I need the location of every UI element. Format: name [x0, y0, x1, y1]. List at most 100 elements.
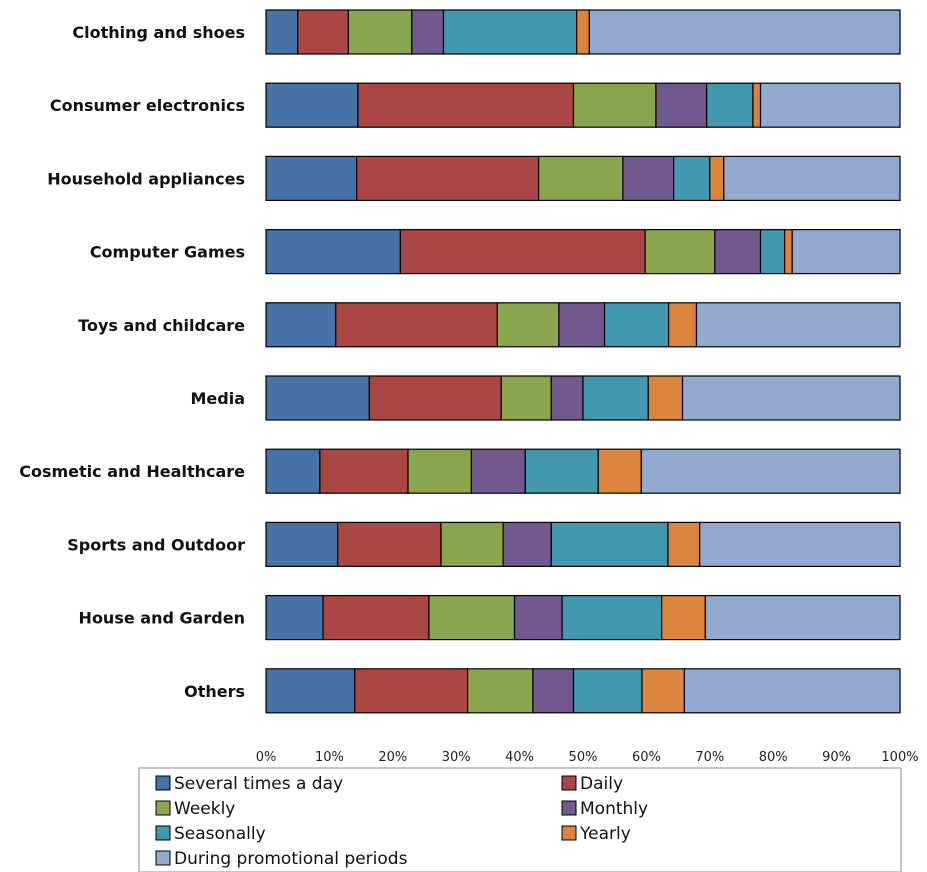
- bar-segment-cosmetic-and-healthcare-daily: [319, 448, 409, 494]
- bar-segment-clothing-and-shoes-monthly: [411, 9, 445, 55]
- bar-segment-cosmetic-and-healthcare-during-promotional-periods: [640, 448, 901, 494]
- bar-segment-media-several-times-a-day: [265, 375, 370, 421]
- x-tick-label: 0%: [256, 750, 277, 765]
- x-tick-label: 70%: [695, 750, 724, 765]
- x-tick-label: 20%: [378, 750, 407, 765]
- bar-segment-clothing-and-shoes-seasonally: [442, 9, 578, 55]
- bar-segment-house-and-garden-weekly: [428, 594, 516, 641]
- category-label-toys-and-childcare: Toys and childcare: [78, 316, 245, 335]
- bar-segment-others-during-promotional-periods: [683, 668, 901, 714]
- bar-segment-cosmetic-and-healthcare-monthly: [470, 448, 526, 494]
- bar-segment-toys-and-childcare-during-promotional-periods: [695, 302, 901, 348]
- category-label-computer-games: Computer Games: [90, 243, 245, 262]
- bar-segment-sports-and-outdoor-seasonally: [550, 521, 669, 568]
- bar-segment-toys-and-childcare-seasonally: [603, 302, 670, 348]
- legend-frame: [138, 767, 902, 872]
- bar-segment-house-and-garden-several-times-a-day: [265, 594, 324, 641]
- bar-segment-computer-games-daily: [399, 229, 646, 275]
- bar-segment-consumer-electronics-yearly: [752, 82, 762, 128]
- category-label-cosmetic-and-healthcare: Cosmetic and Healthcare: [19, 462, 245, 481]
- category-label-others: Others: [184, 682, 245, 701]
- bar-segment-clothing-and-shoes-several-times-a-day: [265, 9, 299, 55]
- bar-segment-household-appliances-seasonally: [673, 155, 711, 201]
- bar-segment-computer-games-monthly: [714, 229, 762, 275]
- bar-segment-consumer-electronics-daily: [357, 82, 575, 128]
- x-tick-label: 80%: [759, 750, 788, 765]
- bar-segment-media-weekly: [500, 375, 552, 421]
- legend-swatch-daily: [561, 775, 577, 791]
- bar-segment-household-appliances-monthly: [622, 155, 675, 201]
- bar-segment-house-and-garden-daily: [322, 594, 430, 641]
- bar-segment-house-and-garden-monthly: [513, 594, 563, 641]
- bar-segment-toys-and-childcare-several-times-a-day: [265, 302, 337, 348]
- bar-segment-cosmetic-and-healthcare-yearly: [597, 448, 642, 494]
- legend-label-daily: Daily: [580, 774, 623, 794]
- bar-segment-household-appliances-several-times-a-day: [265, 155, 358, 201]
- bars-layer: [265, 9, 901, 714]
- bar-segment-house-and-garden-during-promotional-periods: [704, 594, 901, 641]
- legend-label-monthly: Monthly: [580, 799, 648, 819]
- x-tick-label: 40%: [505, 750, 534, 765]
- bar-segment-computer-games-during-promotional-periods: [791, 229, 901, 275]
- legend: Several times a day Daily Weekly Monthly Sea…: [138, 767, 902, 872]
- bar-segment-consumer-electronics-seasonally: [706, 82, 754, 128]
- legend-label-yearly: Yearly: [579, 824, 631, 844]
- legend-label-seasonally: Seasonally: [174, 824, 266, 844]
- category-label-media: Media: [190, 389, 245, 408]
- bar-segment-household-appliances-yearly: [709, 155, 725, 201]
- bar-segment-media-monthly: [550, 375, 584, 421]
- bar-segment-toys-and-childcare-monthly: [558, 302, 606, 348]
- bar-segment-sports-and-outdoor-monthly: [502, 521, 552, 568]
- bar-segment-clothing-and-shoes-during-promotional-periods: [588, 9, 901, 55]
- bar-segment-computer-games-several-times-a-day: [265, 229, 402, 275]
- bar-segment-computer-games-weekly: [644, 229, 716, 275]
- bar-segment-computer-games-seasonally: [759, 229, 786, 275]
- bar-segment-media-daily: [368, 375, 502, 421]
- bar-segment-house-and-garden-yearly: [661, 594, 706, 641]
- legend-swatch-yearly: [561, 825, 577, 841]
- x-tick-label: 10%: [315, 750, 344, 765]
- bar-segment-others-weekly: [467, 668, 534, 714]
- legend-item-seasonally: Seasonally: [155, 824, 266, 844]
- bar-segment-clothing-and-shoes-daily: [297, 9, 350, 55]
- category-label-consumer-electronics: Consumer electronics: [50, 96, 245, 115]
- x-axis-ticks: 0% 10% 20% 30% 40% 50% 60% 70% 80% 90% 100%: [256, 750, 919, 765]
- legend-item-weekly: Weekly: [155, 799, 235, 819]
- bar-segment-household-appliances-weekly: [538, 155, 624, 201]
- bar-segment-others-monthly: [532, 668, 575, 714]
- legend-swatch-monthly: [561, 800, 577, 816]
- x-tick-label: 60%: [632, 750, 661, 765]
- x-tick-label: 50%: [569, 750, 598, 765]
- legend-item-monthly: Monthly: [561, 799, 648, 819]
- bar-segment-computer-games-yearly: [784, 229, 793, 275]
- bar-segment-toys-and-childcare-daily: [335, 302, 499, 348]
- bar-segment-sports-and-outdoor-several-times-a-day: [265, 521, 339, 568]
- bar-segment-sports-and-outdoor-daily: [337, 521, 442, 568]
- x-tick-label: 90%: [822, 750, 851, 765]
- bar-segment-household-appliances-during-promotional-periods: [723, 155, 901, 201]
- legend-swatch-seasonally: [155, 825, 171, 841]
- bar-segment-sports-and-outdoor-yearly: [667, 521, 701, 568]
- bar-segment-house-and-garden-seasonally: [561, 594, 663, 641]
- bar-segment-cosmetic-and-healthcare-several-times-a-day: [265, 448, 321, 494]
- bar-segment-toys-and-childcare-yearly: [667, 302, 698, 348]
- bar-segment-clothing-and-shoes-yearly: [576, 9, 590, 55]
- bar-segment-consumer-electronics-monthly: [655, 82, 708, 128]
- legend-item-yearly: Yearly: [561, 824, 631, 844]
- legend-label-several-times-a-day: Several times a day: [174, 774, 343, 794]
- bar-segment-others-daily: [354, 668, 469, 714]
- legend-label-weekly: Weekly: [174, 799, 235, 819]
- bar-segment-others-several-times-a-day: [265, 668, 356, 714]
- legend-item-daily: Daily: [561, 774, 623, 794]
- category-labels: Clothing and shoes Consumer electronics Ho…: [19, 23, 245, 701]
- legend-swatch-several-times-a-day: [155, 775, 171, 791]
- x-tick-label: 100%: [881, 750, 918, 765]
- bar-segment-others-yearly: [641, 668, 686, 714]
- bar-segment-toys-and-childcare-weekly: [496, 302, 560, 348]
- bar-segment-sports-and-outdoor-during-promotional-periods: [699, 521, 901, 568]
- x-tick-label: 30%: [442, 750, 471, 765]
- bar-segment-media-seasonally: [582, 375, 649, 421]
- bar-segment-media-yearly: [647, 375, 684, 421]
- category-label-sports-and-outdoor: Sports and Outdoor: [67, 535, 245, 554]
